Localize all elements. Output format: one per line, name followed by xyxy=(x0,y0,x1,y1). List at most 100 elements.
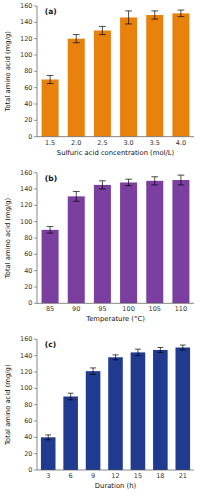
y-tick-label: 80 xyxy=(24,401,32,409)
y-tick xyxy=(34,372,37,373)
bar xyxy=(42,230,59,303)
y-tick-label: 20 xyxy=(24,116,32,124)
error-stem xyxy=(137,349,138,356)
error-cap xyxy=(73,191,80,192)
bar xyxy=(172,180,189,303)
error-bar xyxy=(178,175,185,185)
y-tick-label: 160 xyxy=(20,2,32,10)
bar xyxy=(153,350,168,470)
y-tick xyxy=(34,189,37,190)
error-cap xyxy=(157,347,163,348)
error-bar xyxy=(125,179,132,186)
error-stem xyxy=(48,435,49,440)
error-stem xyxy=(182,345,183,350)
bar xyxy=(94,185,111,303)
y-tick xyxy=(34,6,37,7)
x-tick-label: 100 xyxy=(122,305,134,313)
error-stem xyxy=(93,368,94,375)
bar xyxy=(68,196,85,303)
bar xyxy=(120,17,137,136)
error-bar xyxy=(47,227,54,234)
y-tick-label: 160 xyxy=(20,169,32,177)
y-tick xyxy=(34,437,37,438)
panel-label: (a) xyxy=(45,7,57,16)
bar xyxy=(42,80,59,137)
x-axis xyxy=(37,136,194,137)
x-tick-label: 85 xyxy=(46,305,54,313)
error-cap xyxy=(151,19,158,20)
x-axis-label: Temperature (°C) xyxy=(85,315,145,323)
x-tick-label: 4.0 xyxy=(176,139,186,147)
error-cap xyxy=(125,179,132,180)
y-tick xyxy=(34,303,37,304)
y-tick-label: 40 xyxy=(24,100,32,108)
plot-area xyxy=(42,175,190,303)
y-tick xyxy=(34,87,37,88)
y-tick-label: 20 xyxy=(24,283,32,291)
error-cap xyxy=(99,26,106,27)
bar xyxy=(146,181,163,303)
bar xyxy=(146,15,163,137)
y-tick xyxy=(34,404,37,405)
y-tick-label: 140 xyxy=(20,18,32,26)
y-tick xyxy=(34,104,37,105)
error-cap xyxy=(151,176,158,177)
y-tick xyxy=(34,136,37,137)
y-axis xyxy=(37,6,38,137)
error-cap xyxy=(73,201,80,202)
y-tick-label: 120 xyxy=(20,368,32,376)
y-axis-label: Total amino acid (mg/g) xyxy=(4,364,12,446)
error-cap xyxy=(113,359,119,360)
x-tick-label: 110 xyxy=(175,305,187,313)
error-cap xyxy=(178,184,185,185)
y-tick xyxy=(34,339,37,340)
bar xyxy=(131,352,146,470)
error-stem xyxy=(128,179,129,186)
error-bar xyxy=(151,177,158,185)
error-stem xyxy=(180,175,181,185)
bar xyxy=(94,31,111,137)
bar xyxy=(86,371,101,470)
panel-label: (c) xyxy=(45,340,56,349)
y-tick xyxy=(34,55,37,56)
error-cap xyxy=(47,83,54,84)
error-cap xyxy=(178,16,185,17)
error-cap xyxy=(125,23,132,24)
error-cap xyxy=(180,349,186,350)
error-bar xyxy=(151,11,158,19)
error-stem xyxy=(50,227,51,234)
x-axis-label: Sulfuric acid concentration (mol/L) xyxy=(57,149,175,157)
error-bar xyxy=(178,10,185,17)
y-tick-label: 60 xyxy=(24,250,32,258)
error-cap xyxy=(45,439,51,440)
bar xyxy=(63,397,78,471)
error-cap xyxy=(99,34,106,35)
error-cap xyxy=(178,175,185,176)
error-stem xyxy=(76,191,77,201)
error-bar xyxy=(45,435,51,440)
x-axis xyxy=(37,303,194,304)
y-tick-label: 140 xyxy=(20,352,32,360)
error-bar xyxy=(68,393,74,400)
x-tick-label: 2.0 xyxy=(71,139,81,147)
y-tick xyxy=(34,421,37,422)
y-tick-label: 160 xyxy=(20,335,32,343)
error-stem xyxy=(115,355,116,360)
y-tick xyxy=(34,470,37,471)
x-tick-label: 9 xyxy=(91,472,95,480)
panel-label: (b) xyxy=(45,174,57,183)
error-cap xyxy=(151,184,158,185)
plot-area xyxy=(41,345,190,470)
y-axis-label: Total amino acid (mg/g) xyxy=(4,31,12,113)
x-axis xyxy=(37,470,194,471)
error-stem xyxy=(160,348,161,353)
x-tick-label: 95 xyxy=(98,305,106,313)
y-tick-label: 120 xyxy=(20,35,32,43)
panel: 02040608010012014016036912151821Duration… xyxy=(4,335,194,490)
panel: 020406080100120140160859095100105110Temp… xyxy=(4,169,194,324)
y-tick xyxy=(34,453,37,454)
error-cap xyxy=(45,434,51,435)
error-cap xyxy=(47,226,54,227)
error-cap xyxy=(180,345,186,346)
y-tick xyxy=(34,355,37,356)
